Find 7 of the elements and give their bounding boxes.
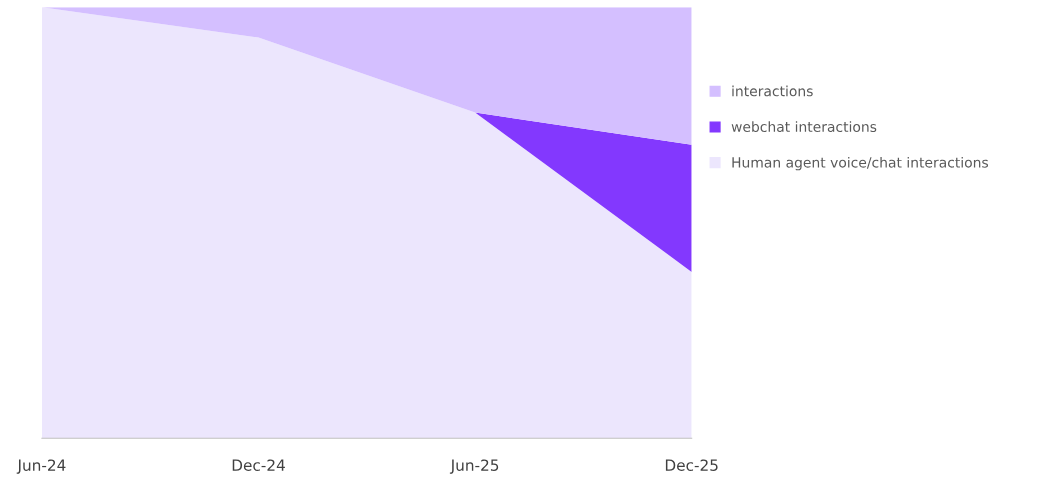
x-tick-label: Dec-24 [232, 459, 285, 471]
legend-label: Human agent voice/chat interactions [732, 156, 989, 171]
x-tick-label: Jun-24 [16, 459, 66, 474]
x-tick-label: Dec-25 [665, 459, 718, 471]
x-tick-label: Jun-25 [449, 459, 499, 474]
legend-label: interactions [732, 85, 813, 97]
legend-label: webchat interactions [731, 121, 877, 133]
